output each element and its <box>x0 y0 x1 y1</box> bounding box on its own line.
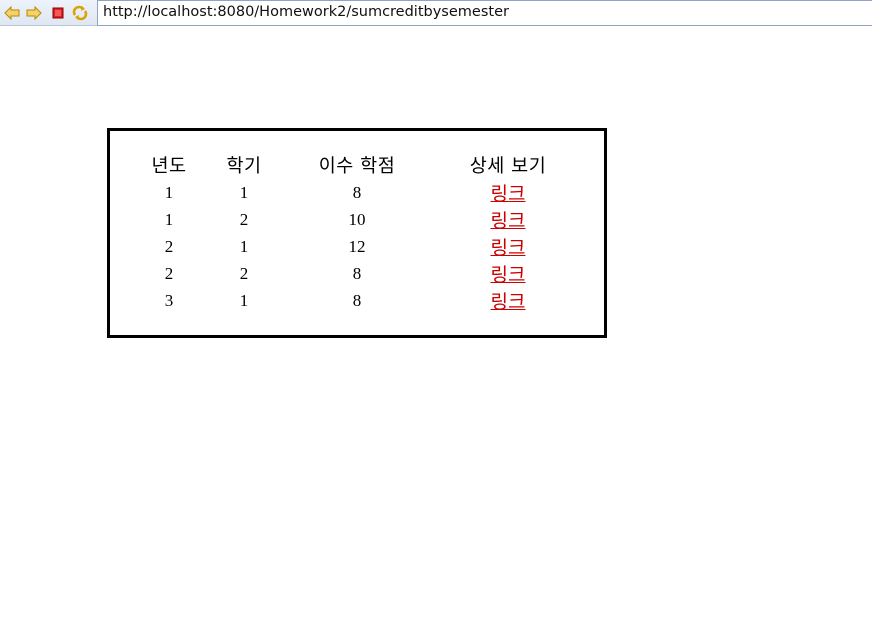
credit-table-frame: 년도 학기 이수 학점 상세 보기 1 1 8 링크 1 2 10 링크 2 1 <box>107 128 607 338</box>
cell-detail: 링크 <box>428 233 588 260</box>
header-detail: 상세 보기 <box>469 156 547 177</box>
cell-year: 1 <box>164 209 174 229</box>
cell-semester: 1 <box>239 236 249 256</box>
cell-semester: 2 <box>239 209 249 229</box>
refresh-icon[interactable] <box>70 3 90 23</box>
cell-credits: 8 <box>352 182 362 202</box>
cell-year: 1 <box>164 182 174 202</box>
table-row: 3 1 8 링크 <box>136 287 588 314</box>
cell-credits: 8 <box>352 290 362 310</box>
navigation-buttons <box>0 0 97 26</box>
detail-link[interactable]: 링크 <box>490 210 526 232</box>
cell-detail: 링크 <box>428 260 588 287</box>
detail-link[interactable]: 링크 <box>490 183 526 205</box>
browser-toolbar: http://localhost:8080/Homework2/sumcredi… <box>0 0 872 26</box>
cell-semester: 1 <box>239 290 249 310</box>
table-row: 2 2 8 링크 <box>136 260 588 287</box>
cell-credits: 12 <box>348 236 366 256</box>
stop-icon[interactable] <box>48 3 68 23</box>
cell-semester: 1 <box>239 182 249 202</box>
table-row: 1 2 10 링크 <box>136 206 588 233</box>
table-row: 2 1 12 링크 <box>136 233 588 260</box>
forward-icon[interactable] <box>24 3 44 23</box>
detail-link[interactable]: 링크 <box>490 264 526 286</box>
detail-link[interactable]: 링크 <box>490 291 526 313</box>
cell-credits: 8 <box>352 263 362 283</box>
cell-semester: 2 <box>239 263 249 283</box>
cell-year: 2 <box>164 263 174 283</box>
header-year: 년도 <box>151 156 187 177</box>
table-row: 1 1 8 링크 <box>136 179 588 206</box>
address-bar[interactable]: http://localhost:8080/Homework2/sumcredi… <box>97 0 872 26</box>
cell-year: 3 <box>164 290 174 310</box>
cell-credits: 10 <box>348 209 366 229</box>
table-header-row: 년도 학기 이수 학점 상세 보기 <box>136 151 588 179</box>
header-semester: 학기 <box>226 156 262 177</box>
credit-summary-table: 년도 학기 이수 학점 상세 보기 1 1 8 링크 1 2 10 링크 2 1 <box>136 151 588 314</box>
cell-detail: 링크 <box>428 287 588 314</box>
cell-year: 2 <box>164 236 174 256</box>
detail-link[interactable]: 링크 <box>490 237 526 259</box>
cell-detail: 링크 <box>428 206 588 233</box>
header-credits: 이수 학점 <box>318 156 396 177</box>
cell-detail: 링크 <box>428 179 588 206</box>
back-icon[interactable] <box>2 3 22 23</box>
